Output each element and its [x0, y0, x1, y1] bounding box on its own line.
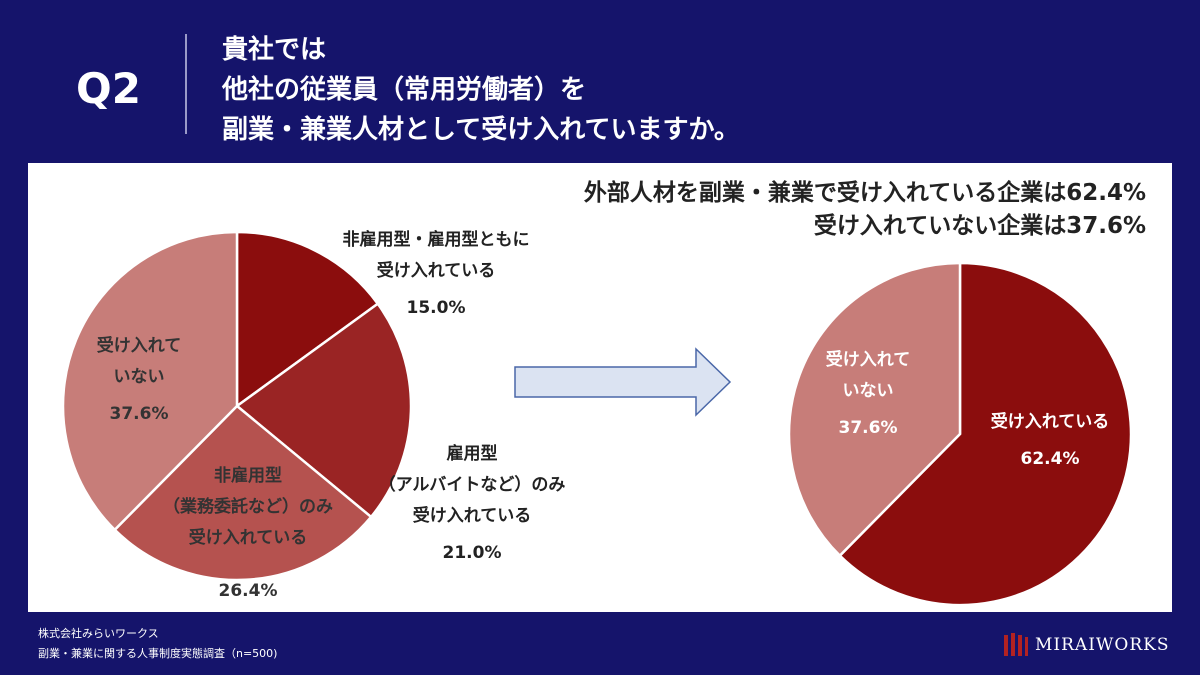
footer: 株式会社みらいワークス 副業・兼業に関する人事制度実態調査（n=500) — [38, 624, 277, 664]
pie1-value-4: 37.6% — [110, 404, 169, 424]
summary-text: 外部人材を副業・兼業で受け入れている企業は62.4% 受け入れていない企業は37… — [584, 177, 1146, 243]
pie2-label-2-line-1: 受け入れて — [826, 349, 911, 370]
question-line-3: 副業・兼業人材として受け入れていますか。 — [222, 115, 740, 145]
chart-canvas: 非雇用型・雇用型ともに受け入れている15.0%雇用型（アルバイトなど）のみ受け入… — [61, 229, 1133, 607]
pie1-slice-1 — [235, 230, 380, 409]
footer-company: 株式会社みらいワークス — [38, 627, 159, 640]
pie2-value-2: 37.6% — [839, 418, 898, 438]
question-line-2: 他社の従業員（常用労働者）を — [222, 75, 587, 105]
summary-line-2: 受け入れていない企業は37.6% — [813, 213, 1146, 239]
logo-mark-icon — [1004, 633, 1028, 656]
pie2-label-1-line-1: 受け入れている — [991, 411, 1110, 432]
pie2-value-1: 62.4% — [1021, 449, 1080, 469]
logo-text: MIRAIWORKS — [1035, 635, 1170, 655]
question-number: Q2 — [76, 64, 141, 113]
summary-line-1: 外部人材を副業・兼業で受け入れている企業は62.4% — [583, 180, 1146, 206]
header: Q2 貴社では 他社の従業員（常用労働者）を 副業・兼業人材として受け入れていま… — [0, 0, 1200, 160]
pie1-value-3: 26.4% — [219, 581, 278, 601]
pie1-label-1-line-2: 受け入れている — [377, 260, 496, 281]
question-text: 貴社では 他社の従業員（常用労働者）を 副業・兼業人材として受け入れていますか。 — [222, 30, 740, 150]
header-divider — [185, 34, 187, 134]
footer-source: 副業・兼業に関する人事制度実態調査（n=500) — [38, 647, 278, 660]
pie1-slice-3 — [112, 404, 373, 582]
pie1-label-3-line-3: 受け入れている — [189, 527, 308, 548]
pie1-value-2: 21.0% — [443, 543, 502, 563]
question-line-1: 貴社では — [222, 35, 327, 65]
pie1-label-4-line-2: いない — [114, 367, 165, 387]
pie1-label-1-line-1: 非雇用型・雇用型ともに — [343, 229, 530, 250]
pie1-label-2-line-3: 受け入れている — [413, 505, 532, 526]
pie1-slice-2 — [234, 301, 413, 519]
right-arrow-icon — [514, 347, 732, 417]
pie2-slice-2 — [787, 261, 962, 558]
pie1-label-3-line-1: 非雇用型 — [214, 465, 282, 486]
pie1-label-4-line-1: 受け入れて — [97, 335, 182, 356]
pie1-label-2-line-2: （アルバイトなど）のみ — [379, 474, 566, 495]
pie2-label-2-line-2: いない — [843, 381, 894, 401]
pie2-slice-1 — [838, 261, 1133, 607]
pie1-value-1: 15.0% — [407, 298, 466, 318]
pie1-slice-4 — [61, 230, 239, 532]
chart-panel: 非雇用型・雇用型ともに 受け入れている 15.0% 雇用型 （アルバイトなど）のみ 受け入… — [28, 163, 1172, 612]
pie1-label-3-line-2: （業務委託など）のみ — [163, 496, 333, 517]
pie1-label-2-line-1: 雇用型 — [447, 443, 498, 464]
